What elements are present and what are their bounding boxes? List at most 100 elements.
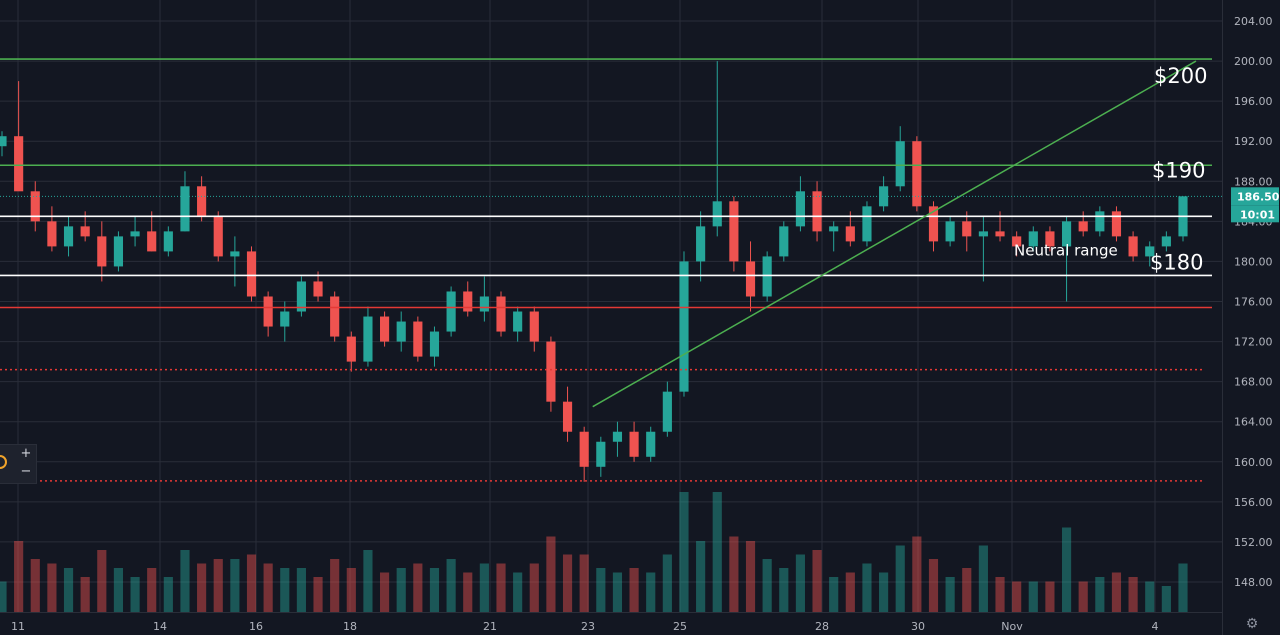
candle-body [163, 231, 173, 252]
y-tick-label: 156.00 [1234, 496, 1273, 509]
candle-body [1111, 211, 1122, 237]
gear-icon[interactable]: ⚙ [1245, 616, 1259, 632]
candle-body [529, 311, 539, 342]
annotation-label: Neutral range [1014, 241, 1118, 259]
candle-body [330, 296, 340, 337]
candle-body [263, 296, 273, 327]
annotation-label: $200 [1154, 64, 1207, 88]
candle-body [380, 316, 390, 342]
candle-body [130, 231, 140, 237]
candle-body [296, 281, 306, 312]
candle-body [546, 341, 556, 402]
candle-body [696, 226, 706, 262]
y-tick-label: 188.00 [1234, 175, 1273, 188]
volume-bar [712, 492, 722, 612]
y-tick-label: 168.00 [1234, 376, 1273, 389]
volume-bar [180, 550, 190, 612]
candle-body [945, 221, 955, 242]
volume-bar [313, 577, 323, 612]
candle-body [513, 311, 523, 332]
candle-body [246, 251, 257, 297]
countdown-label: 10:01 [1240, 208, 1275, 221]
volume-bar [413, 563, 423, 612]
candle-body [1095, 211, 1105, 232]
volume-bar [363, 550, 373, 612]
candle-body [47, 221, 57, 247]
x-tick-label: 14 [153, 620, 167, 633]
candle-body [679, 261, 689, 392]
candle-body [712, 201, 722, 227]
volume-bar [779, 568, 789, 612]
volume-bar [380, 572, 390, 612]
volume-bar [97, 550, 107, 612]
volume-bar [729, 536, 739, 612]
volume-bar [612, 572, 623, 612]
volume-bar [1078, 581, 1088, 612]
volume-bar [230, 559, 240, 612]
volume-bar [879, 572, 889, 612]
zoom-in-button[interactable]: + [20, 446, 32, 461]
candle-body [612, 431, 623, 442]
candle-body [596, 441, 606, 467]
volume-bar [962, 568, 972, 612]
x-tick-label: Nov [1001, 620, 1023, 633]
x-tick-label: 16 [249, 620, 263, 633]
x-tick-label: 23 [581, 620, 595, 633]
volume-bar [745, 541, 756, 612]
volume-bar [396, 568, 406, 612]
candle-body [30, 191, 40, 222]
candle-body [962, 221, 972, 237]
candle-body [63, 226, 74, 247]
volume-bar [263, 563, 273, 612]
x-tick-label: 25 [673, 620, 687, 633]
y-tick-label: 172.00 [1234, 336, 1273, 349]
y-tick-label: 148.00 [1234, 576, 1273, 589]
volume-bar [978, 545, 988, 612]
zoom-control: + − [0, 444, 37, 484]
candle-body [829, 226, 839, 232]
candle-body [1061, 221, 1072, 247]
candle-body [729, 201, 739, 262]
volume-bar [679, 492, 689, 612]
candle-body [562, 401, 573, 432]
candle-body [812, 191, 822, 232]
candle-body [928, 206, 939, 242]
current-price-label: 186.50 [1237, 190, 1280, 203]
volume-bar [479, 563, 489, 612]
volume-bar [429, 568, 440, 612]
volume-bar [163, 577, 173, 612]
volume-bar [346, 568, 356, 612]
x-tick-label: 30 [911, 620, 925, 633]
candle-body [978, 231, 988, 237]
candle-body [0, 136, 7, 147]
candle-body [862, 206, 872, 242]
volume-bar [0, 581, 7, 612]
volume-bar [63, 568, 74, 612]
volume-bar [845, 572, 855, 612]
volume-bar [562, 554, 573, 612]
volume-bar [662, 554, 672, 612]
candle-body [795, 191, 805, 227]
volume-bar [147, 568, 157, 612]
volume-bar [296, 568, 306, 612]
volume-bar [213, 559, 223, 612]
volume-bar [197, 563, 207, 612]
candle-body [346, 336, 356, 362]
y-tick-label: 160.00 [1234, 456, 1273, 469]
zoom-out-button[interactable]: − [20, 464, 32, 479]
candle-body [197, 186, 207, 217]
volume-bar [80, 577, 90, 612]
volume-bar [1111, 572, 1122, 612]
reset-zoom-icon[interactable] [0, 455, 7, 469]
y-tick-label: 152.00 [1234, 536, 1273, 549]
volume-bar [496, 563, 506, 612]
x-tick-label: 28 [815, 620, 829, 633]
candle-body [363, 316, 373, 362]
volume-bar [696, 541, 706, 612]
volume-bar [646, 572, 656, 612]
y-tick-label: 164.00 [1234, 416, 1273, 429]
candle-body [97, 236, 107, 267]
volume-bar [928, 559, 939, 612]
